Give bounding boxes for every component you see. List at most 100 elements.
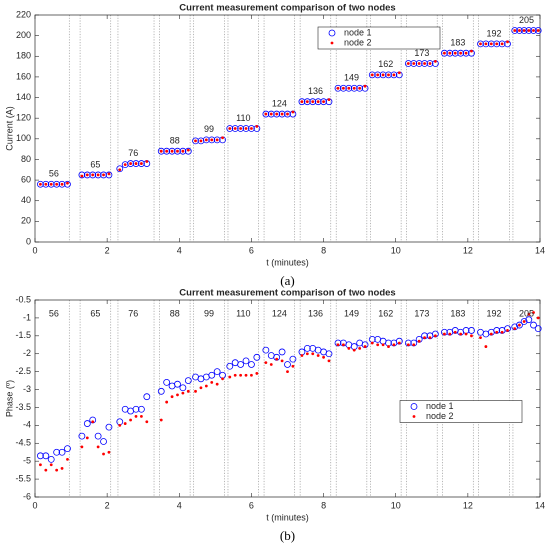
point bbox=[264, 361, 268, 365]
point bbox=[498, 40, 506, 48]
point bbox=[44, 468, 48, 472]
point bbox=[221, 136, 224, 140]
point bbox=[387, 345, 390, 348]
point bbox=[390, 71, 398, 79]
x-tick-label: 10 bbox=[391, 500, 401, 510]
point bbox=[226, 362, 234, 370]
point bbox=[387, 73, 390, 77]
point bbox=[340, 84, 347, 92]
x-tick-label: 4 bbox=[177, 245, 182, 255]
point bbox=[347, 86, 351, 90]
point bbox=[143, 393, 151, 401]
point bbox=[305, 100, 309, 104]
level-annotation: 110 bbox=[236, 113, 250, 123]
point bbox=[303, 344, 311, 352]
point bbox=[470, 49, 473, 53]
point bbox=[300, 354, 304, 357]
point bbox=[204, 138, 208, 142]
point bbox=[132, 160, 140, 167]
level-annotation: 99 bbox=[204, 124, 214, 134]
point bbox=[352, 86, 356, 90]
x-axis-label: t (minutes) bbox=[266, 512, 309, 522]
chart-title: Current measurement comparison of two no… bbox=[179, 3, 395, 14]
point bbox=[121, 161, 129, 169]
point bbox=[316, 100, 320, 104]
point bbox=[107, 172, 111, 176]
level-annotation: 183 bbox=[450, 308, 465, 318]
y-tick-label: -2 bbox=[23, 348, 31, 358]
point bbox=[53, 448, 61, 456]
point bbox=[237, 361, 245, 368]
point bbox=[412, 62, 416, 65]
level-annotation: 173 bbox=[414, 48, 429, 58]
point bbox=[262, 110, 270, 118]
point bbox=[459, 332, 463, 336]
y-tick-label: -4 bbox=[23, 420, 31, 430]
point bbox=[49, 182, 53, 186]
point bbox=[303, 98, 311, 106]
point bbox=[165, 400, 169, 404]
point bbox=[511, 27, 519, 34]
x-tick-label: 8 bbox=[321, 500, 326, 510]
point bbox=[358, 346, 362, 350]
y-axis-label: Phase (º) bbox=[4, 380, 14, 417]
point bbox=[100, 438, 107, 445]
point bbox=[489, 42, 493, 46]
level-annotation: 99 bbox=[204, 308, 214, 318]
point bbox=[522, 29, 526, 32]
point bbox=[286, 112, 289, 116]
y-tick-label: -4.5 bbox=[15, 438, 31, 448]
point bbox=[228, 127, 232, 130]
point bbox=[123, 163, 127, 167]
x-tick-label: 6 bbox=[249, 245, 254, 255]
point bbox=[421, 60, 428, 67]
point bbox=[179, 147, 187, 155]
point bbox=[233, 373, 237, 377]
point bbox=[513, 327, 517, 331]
point bbox=[253, 353, 261, 361]
point bbox=[269, 363, 273, 366]
point bbox=[275, 357, 279, 361]
point bbox=[179, 384, 187, 392]
caption: (b) bbox=[280, 528, 295, 543]
point bbox=[140, 415, 143, 418]
level-annotation: 65 bbox=[90, 159, 100, 169]
y-tick-label: 60 bbox=[21, 174, 31, 184]
point bbox=[280, 112, 284, 116]
point bbox=[374, 71, 382, 79]
x-tick-label: 0 bbox=[32, 245, 37, 255]
point bbox=[176, 149, 179, 153]
y-tick-label: 20 bbox=[21, 216, 31, 226]
point bbox=[91, 420, 95, 424]
point bbox=[100, 171, 107, 179]
point bbox=[336, 86, 340, 90]
y-tick-label: -1 bbox=[23, 312, 31, 322]
point bbox=[107, 450, 111, 454]
point bbox=[363, 84, 367, 88]
point bbox=[525, 316, 533, 324]
y-tick-label: -5 bbox=[23, 456, 31, 466]
legend-symbol bbox=[412, 415, 416, 418]
point bbox=[470, 334, 473, 338]
point bbox=[60, 182, 64, 186]
point bbox=[53, 180, 61, 188]
point bbox=[493, 40, 501, 48]
point bbox=[320, 98, 327, 106]
y-tick-label: 0 bbox=[26, 236, 31, 246]
point bbox=[96, 173, 100, 177]
point bbox=[267, 110, 275, 118]
point bbox=[210, 138, 214, 142]
point bbox=[426, 60, 434, 67]
point bbox=[397, 71, 401, 75]
point bbox=[85, 436, 89, 440]
point bbox=[311, 100, 315, 104]
point bbox=[197, 137, 205, 145]
level-annotation: 76 bbox=[128, 308, 138, 318]
y-axis-label: Current (A) bbox=[4, 106, 14, 151]
legend-box bbox=[399, 400, 523, 423]
point bbox=[385, 71, 392, 79]
y-tick-label: -5.5 bbox=[15, 473, 31, 483]
point bbox=[186, 148, 190, 152]
level-annotation: 124 bbox=[272, 98, 287, 108]
point bbox=[78, 432, 86, 440]
